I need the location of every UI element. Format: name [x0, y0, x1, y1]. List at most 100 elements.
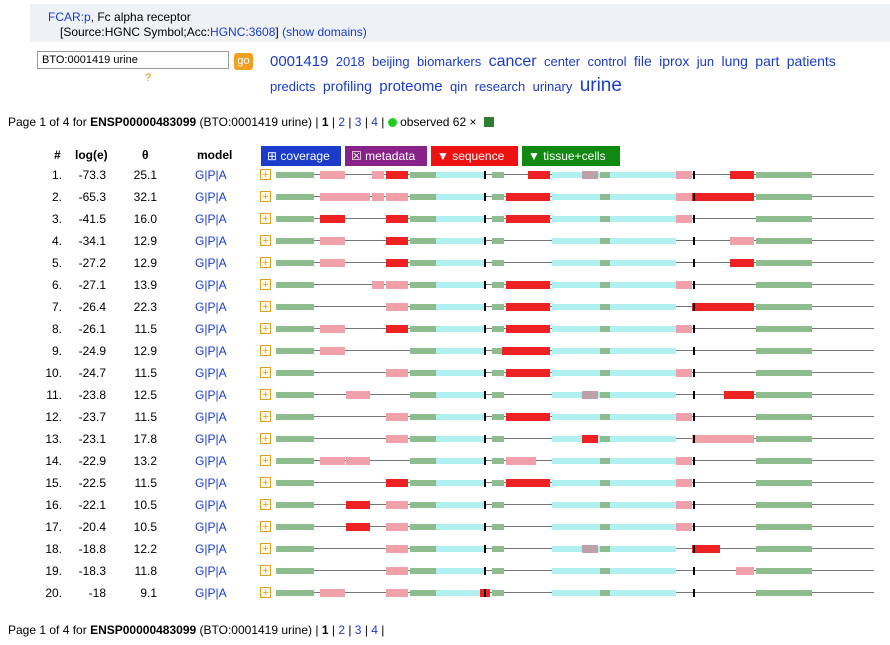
- model-link-g[interactable]: G: [195, 344, 205, 358]
- model-link-p[interactable]: P: [207, 344, 216, 358]
- model-link-g[interactable]: G: [195, 322, 205, 336]
- model-link-p[interactable]: P: [207, 278, 216, 292]
- expand-icon[interactable]: +: [260, 565, 271, 577]
- model-link-p[interactable]: P: [207, 256, 216, 270]
- model-link-a[interactable]: A: [218, 344, 227, 358]
- model-link-g[interactable]: G: [195, 190, 205, 204]
- model-link-g[interactable]: G: [195, 278, 205, 292]
- model-link-a[interactable]: A: [218, 476, 227, 490]
- tab-coverage[interactable]: ⊞ coverage: [261, 146, 341, 166]
- page-3-link[interactable]: 3: [354, 623, 362, 637]
- model-link-a[interactable]: A: [218, 410, 227, 424]
- model-link-a[interactable]: A: [218, 168, 227, 182]
- model-link-p[interactable]: P: [207, 586, 216, 600]
- model-link-g[interactable]: G: [195, 586, 205, 600]
- model-link-g[interactable]: G: [195, 366, 205, 380]
- model-link-p[interactable]: P: [207, 322, 216, 336]
- model-link-a[interactable]: A: [218, 454, 227, 468]
- model-link-g[interactable]: G: [195, 454, 205, 468]
- model-link-a[interactable]: A: [218, 366, 227, 380]
- tab-tissue-cells[interactable]: ▼ tissue+cells: [522, 146, 620, 166]
- model-link-g[interactable]: G: [195, 432, 205, 446]
- expand-icon[interactable]: +: [260, 213, 271, 225]
- help-icon[interactable]: ?: [145, 72, 152, 84]
- tag-cloud-word[interactable]: jun: [696, 54, 715, 69]
- model-link-a[interactable]: A: [218, 234, 227, 248]
- model-link-a[interactable]: A: [218, 564, 227, 578]
- tag-cloud-word[interactable]: center: [543, 54, 581, 69]
- model-link-g[interactable]: G: [195, 388, 205, 402]
- model-link-g[interactable]: G: [195, 212, 205, 226]
- tag-cloud-word[interactable]: part: [755, 53, 780, 69]
- model-link-p[interactable]: P: [207, 388, 216, 402]
- expand-icon[interactable]: +: [260, 235, 271, 247]
- tag-cloud-word[interactable]: proteome: [379, 78, 443, 95]
- model-link-p[interactable]: P: [207, 300, 216, 314]
- model-link-p[interactable]: P: [207, 520, 216, 534]
- model-link-p[interactable]: P: [207, 234, 216, 248]
- expand-icon[interactable]: +: [260, 499, 271, 511]
- model-link-p[interactable]: P: [207, 168, 216, 182]
- expand-icon[interactable]: +: [260, 345, 271, 357]
- model-link-p[interactable]: P: [207, 212, 216, 226]
- model-link-g[interactable]: G: [195, 410, 205, 424]
- model-link-a[interactable]: A: [218, 322, 227, 336]
- page-4-link[interactable]: 4: [371, 623, 378, 637]
- model-link-a[interactable]: A: [218, 256, 227, 270]
- model-link-g[interactable]: G: [195, 256, 205, 270]
- tag-cloud-word[interactable]: urinary: [532, 79, 573, 94]
- model-link-p[interactable]: P: [207, 542, 216, 556]
- model-link-a[interactable]: A: [218, 542, 227, 556]
- model-link-g[interactable]: G: [195, 520, 205, 534]
- expand-icon[interactable]: +: [260, 301, 271, 313]
- expand-icon[interactable]: +: [260, 587, 271, 599]
- model-link-a[interactable]: A: [218, 212, 227, 226]
- tag-cloud-word[interactable]: file: [633, 53, 652, 69]
- model-link-g[interactable]: G: [195, 498, 205, 512]
- search-input[interactable]: [37, 51, 229, 69]
- tag-cloud-word[interactable]: control: [587, 54, 627, 69]
- tag-cloud-word[interactable]: lung: [721, 53, 748, 69]
- model-link-p[interactable]: P: [207, 564, 216, 578]
- model-link-a[interactable]: A: [218, 586, 227, 600]
- expand-icon[interactable]: +: [260, 191, 271, 203]
- expand-icon[interactable]: +: [260, 169, 271, 181]
- page-4-link[interactable]: 4: [371, 115, 378, 129]
- expand-icon[interactable]: +: [260, 257, 271, 269]
- tag-cloud-word[interactable]: beijing: [372, 54, 410, 69]
- expand-icon[interactable]: +: [260, 543, 271, 555]
- model-link-g[interactable]: G: [195, 542, 205, 556]
- model-link-g[interactable]: G: [195, 168, 205, 182]
- model-link-g[interactable]: G: [195, 300, 205, 314]
- gene-link[interactable]: FCAR:p: [48, 10, 91, 24]
- expand-icon[interactable]: +: [260, 389, 271, 401]
- tag-cloud-word[interactable]: 2018: [335, 54, 365, 69]
- page-2-link[interactable]: 2: [338, 115, 345, 129]
- model-link-a[interactable]: A: [218, 520, 227, 534]
- model-link-a[interactable]: A: [218, 498, 227, 512]
- model-link-p[interactable]: P: [207, 190, 216, 204]
- tag-cloud-word[interactable]: profiling: [322, 78, 372, 94]
- expand-icon[interactable]: +: [260, 455, 271, 467]
- page-3-link[interactable]: 3: [354, 115, 362, 129]
- model-link-g[interactable]: G: [195, 476, 205, 490]
- model-link-p[interactable]: P: [207, 454, 216, 468]
- tag-cloud-word[interactable]: 0001419: [270, 53, 329, 70]
- tag-cloud-word[interactable]: urine: [579, 75, 622, 96]
- tag-cloud-word[interactable]: iprox: [659, 53, 690, 69]
- model-link-a[interactable]: A: [218, 190, 227, 204]
- model-link-g[interactable]: G: [195, 564, 205, 578]
- tag-cloud-word[interactable]: qin: [449, 79, 468, 94]
- model-link-a[interactable]: A: [218, 388, 227, 402]
- model-link-a[interactable]: A: [218, 278, 227, 292]
- expand-icon[interactable]: +: [260, 433, 271, 445]
- expand-icon[interactable]: +: [260, 411, 271, 423]
- expand-icon[interactable]: +: [260, 367, 271, 379]
- tag-cloud-word[interactable]: research: [474, 79, 526, 94]
- model-link-p[interactable]: P: [207, 476, 216, 490]
- model-link-g[interactable]: G: [195, 234, 205, 248]
- spreadsheet-icon[interactable]: [483, 117, 494, 127]
- model-link-p[interactable]: P: [207, 498, 216, 512]
- expand-icon[interactable]: +: [260, 323, 271, 335]
- tag-cloud-word[interactable]: predicts: [270, 79, 316, 94]
